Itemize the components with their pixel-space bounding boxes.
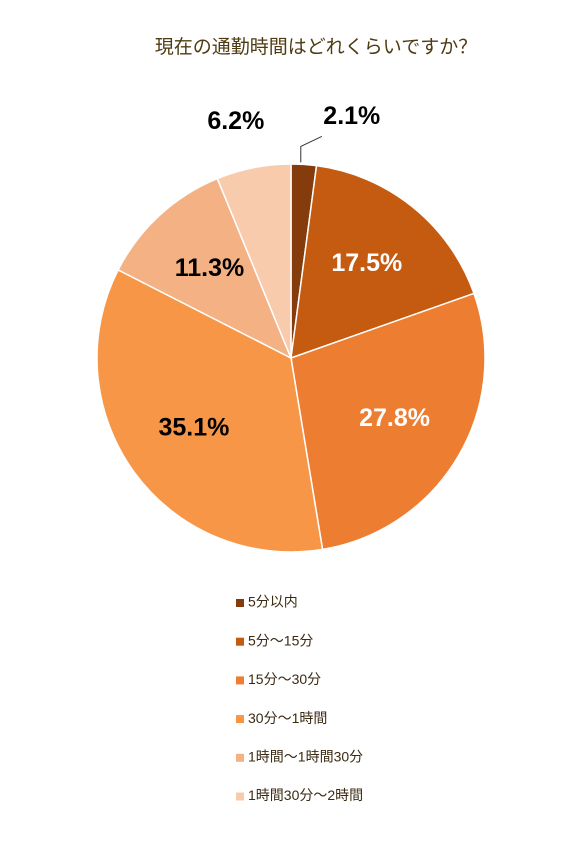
legend-label: 5分以内 <box>248 594 298 610</box>
pie-slice <box>290 292 486 551</box>
legend-swatch <box>236 715 244 724</box>
chart-title: 現在の通勤時間はどれくらいですか？ <box>155 36 477 58</box>
data-label: 2.1% <box>323 102 380 130</box>
leader-line <box>300 135 323 163</box>
data-label: 35.1% <box>158 414 229 442</box>
pie-slice <box>96 268 324 553</box>
data-label: 11.3% <box>175 254 245 282</box>
data-label: 6.2% <box>207 107 264 135</box>
legend-label: 15分～30分 <box>248 671 321 687</box>
legend-swatch <box>236 792 244 801</box>
legend-label: 30分～1時間 <box>248 710 327 726</box>
legend-swatch <box>236 599 244 607</box>
legend-swatch <box>236 637 244 646</box>
pie-slice <box>216 163 292 359</box>
data-label: 27.8% <box>359 404 430 432</box>
pie-slice <box>117 177 293 360</box>
pie-slice <box>290 164 475 360</box>
legend-label: 1時間～1時間30分 <box>248 749 363 765</box>
legend-swatch <box>236 753 244 762</box>
legend-label: 1時間30分～2時間 <box>248 787 363 803</box>
legend-label: 5分～15分 <box>248 632 313 648</box>
legend-swatch <box>236 676 244 685</box>
data-label: 17.5% <box>331 249 402 277</box>
